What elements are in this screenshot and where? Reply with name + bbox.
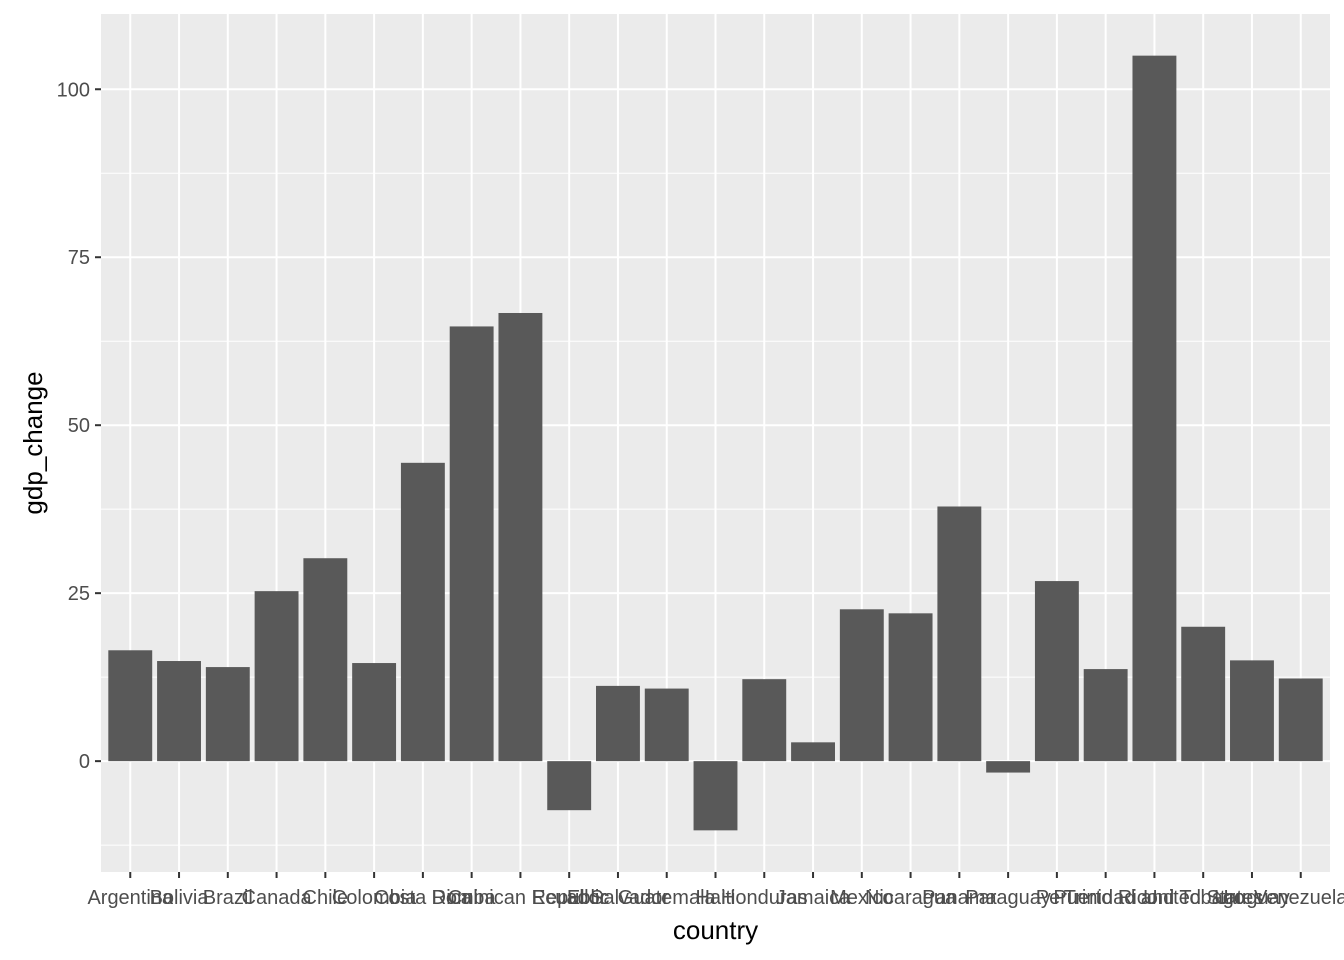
x-tick-label: Mexico <box>830 887 893 909</box>
y-axis-title: gdp_change <box>18 371 48 514</box>
x-tick-label: Guatemala <box>618 887 717 909</box>
bar <box>1278 678 1323 762</box>
bar <box>742 679 787 762</box>
x-tick-label: Dominican Republic <box>431 887 609 909</box>
bar <box>1181 626 1226 762</box>
bars <box>108 55 1323 831</box>
bar <box>352 663 397 762</box>
x-tick-label: Cuba <box>448 887 497 909</box>
y-tick-label: 25 <box>68 583 90 605</box>
bar <box>839 609 884 762</box>
x-axis-title: country <box>673 915 758 945</box>
x-tick-label: Uruguay <box>1214 887 1290 909</box>
y-axis: 0 25 50 75 100 <box>57 79 101 773</box>
bar <box>449 326 494 762</box>
bar <box>205 667 250 762</box>
x-tick-label: Honduras <box>721 887 808 909</box>
x-tick-label: Ecuador <box>532 887 607 909</box>
bar <box>1230 660 1274 762</box>
bar <box>498 312 543 762</box>
x-tick-label: Jamaica <box>776 887 851 909</box>
y-tick-label: 75 <box>68 247 90 269</box>
bar <box>157 661 201 762</box>
bar <box>108 650 153 762</box>
x-tick-label: Trinidad and Tobago <box>1064 887 1245 909</box>
bar <box>937 506 982 762</box>
bar <box>986 761 1031 773</box>
bar <box>644 688 689 762</box>
x-tick-label: Nicaragua <box>865 887 957 909</box>
bar <box>1083 669 1128 762</box>
x-tick-label: Argentina <box>87 887 173 909</box>
bar <box>1132 55 1177 762</box>
x-tick-label: Canada <box>242 887 313 909</box>
y-tick-label: 0 <box>79 751 90 773</box>
y-tick-label: 100 <box>57 79 90 101</box>
x-tick-label: El Salvador <box>567 887 670 909</box>
bar <box>547 761 592 811</box>
y-tick-label: 50 <box>68 415 90 437</box>
x-tick-label: United States <box>1143 887 1263 909</box>
x-tick-label: Puerto Rico <box>1053 887 1158 909</box>
x-tick-label: Costa Rica <box>374 887 473 909</box>
x-tick-label: Peru <box>1036 887 1078 909</box>
bar <box>596 685 640 762</box>
bar <box>1034 581 1079 762</box>
x-tick-label: Bolivia <box>150 887 210 909</box>
bar <box>400 462 445 762</box>
x-tick-label: Chile <box>303 887 349 909</box>
bar <box>254 591 299 762</box>
bar <box>888 613 933 762</box>
x-tick-label: Panama <box>922 887 997 909</box>
bar <box>791 742 835 762</box>
bar <box>303 558 348 762</box>
x-tick-label: Brazil <box>203 887 253 909</box>
x-tick-label: Venezuela <box>1254 887 1344 909</box>
x-tick-label: Colombia <box>332 887 417 909</box>
x-axis: ArgentinaBoliviaBrazilCanadaChileColombi… <box>87 872 1344 909</box>
bar <box>693 761 738 831</box>
x-tick-label: Paraguay <box>965 887 1051 909</box>
x-tick-label: Haiti <box>695 887 735 909</box>
